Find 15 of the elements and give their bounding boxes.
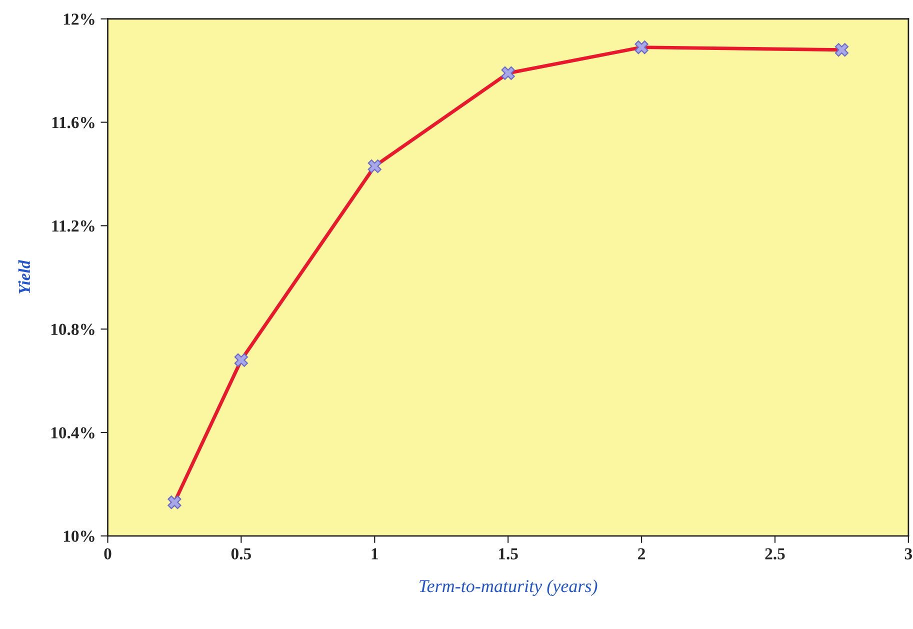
x-tick-label: 1 (372, 548, 378, 560)
y-tick-label: 11.6% (52, 116, 94, 128)
x-tick-label: 2.5 (765, 548, 785, 560)
y-tick-label: 11.2% (52, 220, 94, 232)
x-tick-label: 0.5 (231, 548, 251, 560)
x-tick-label: 0 (104, 548, 112, 560)
y-tick-label: 10% (64, 530, 94, 542)
x-tick-label: 3 (904, 548, 912, 560)
y-tick-label: 12% (64, 14, 94, 25)
y-axis-title: Yield (18, 260, 30, 294)
x-tick-label: 2 (638, 548, 645, 560)
y-tick-label: 10.8% (51, 324, 94, 336)
y-tick-label: 10.4% (51, 427, 94, 439)
x-axis-title: Term-to-maturity (years) (420, 579, 598, 596)
x-tick-label: 1.5 (499, 548, 518, 560)
